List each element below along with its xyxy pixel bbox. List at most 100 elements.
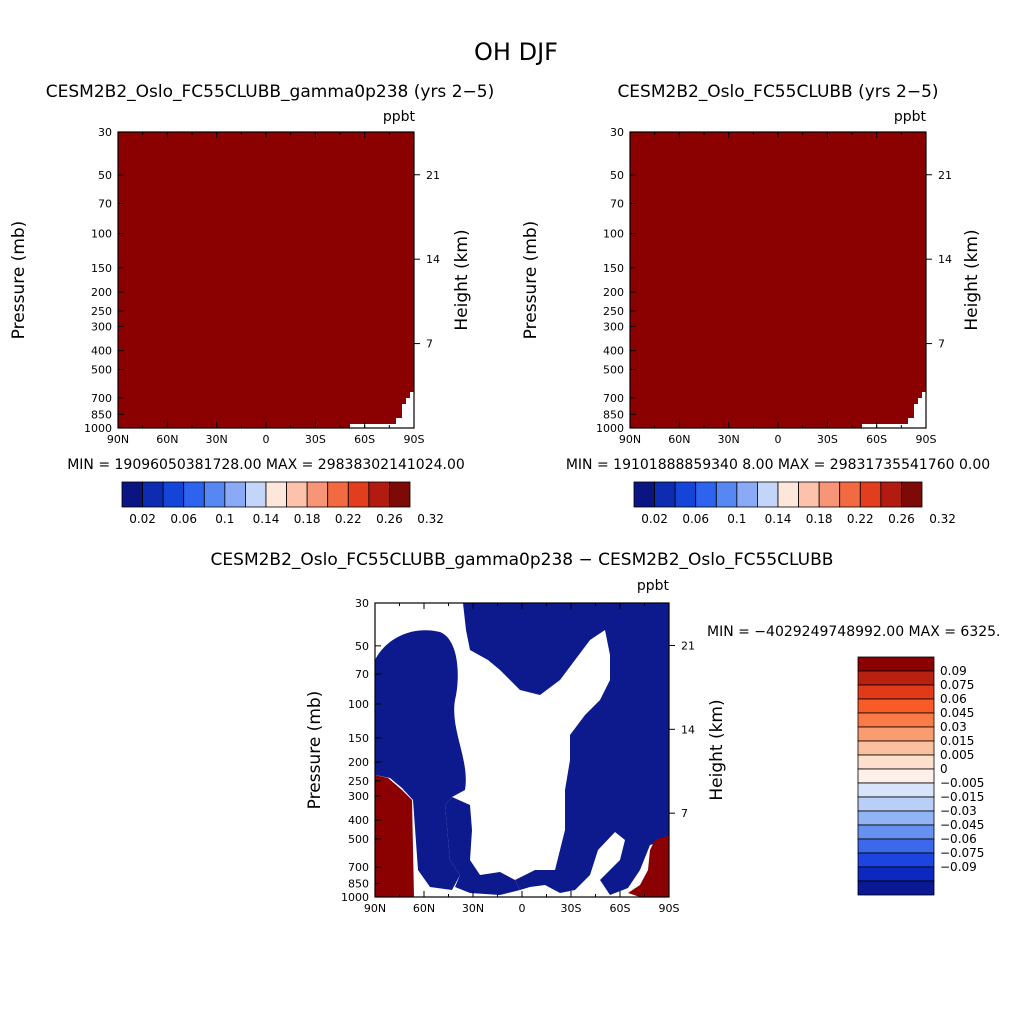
colorbar-swatch (880, 481, 902, 508)
colorbar-diff-swatch (857, 824, 935, 840)
colorbar-swatch (203, 481, 226, 508)
panel-2-ylabel-right: Height (km) (962, 229, 982, 330)
colorbar-diff-swatch (857, 726, 935, 742)
panel-3-ylabel: Pressure (mb) (305, 691, 325, 810)
panel-3-title: CESM2B2_Oslo_FC55CLUBB_gamma0p238 − CESM… (211, 550, 834, 570)
colorbar-difference: 0.090.0750.060.0450.030.0150.0050−0.005−… (857, 656, 984, 896)
colorbar-label: 0.22 (335, 512, 362, 526)
colorbar-diff-label: −0.06 (940, 832, 977, 846)
colorbar-label: 0.26 (376, 512, 403, 526)
colorbar-diff-label: 0 (940, 762, 948, 776)
x-tick-label: 60S (354, 433, 375, 446)
colorbar-diff-swatch (857, 684, 935, 700)
y-tick-label: 1000 (341, 891, 369, 904)
y-tick-label: 850 (348, 877, 369, 890)
y-tick-label: 70 (610, 198, 624, 211)
figure-title: OH DJF (474, 38, 558, 66)
panel-3-negative-left (375, 630, 466, 890)
x-tick-label: 60N (413, 902, 435, 915)
y-right-tick-label: 7 (681, 807, 688, 820)
colorbar-label: 0.1 (215, 512, 234, 526)
colorbar-diff-swatch (857, 810, 935, 826)
y-tick-label: 700 (348, 861, 369, 874)
y-tick-label: 200 (603, 286, 624, 299)
colorbar-diff-swatch (857, 670, 935, 686)
colorbar-diff-label: −0.09 (940, 860, 977, 874)
y-tick-label: 100 (348, 698, 369, 711)
y-tick-label: 50 (610, 169, 624, 182)
colorbar-swatch (121, 481, 143, 508)
panel-1-bottom-right-gap (350, 392, 414, 428)
colorbar-swatch (715, 481, 738, 508)
colorbar-diff-label: 0.075 (940, 678, 974, 692)
x-tick-label: 90S (659, 902, 680, 915)
panel-3-ylabel-right: Height (km) (707, 699, 727, 800)
y-tick-label: 70 (98, 198, 112, 211)
panel-2-ylabel: Pressure (mb) (521, 221, 541, 340)
y-tick-label: 30 (98, 126, 112, 139)
colorbar-diff-label: −0.005 (940, 776, 984, 790)
colorbar-swatch (859, 481, 882, 508)
panel-2-stats: MIN = 19101888859340 8.00 MAX = 29831735… (566, 457, 990, 473)
colorbar-swatch (757, 481, 779, 508)
y-tick-label: 250 (603, 305, 624, 318)
panel-2-units: ppbt (894, 109, 927, 125)
colorbar-label: 0.1 (727, 512, 746, 526)
y-tick-label: 150 (348, 732, 369, 745)
y-tick-label: 850 (91, 408, 112, 421)
colorbar-diff-swatch (857, 796, 935, 812)
colorbar-diff-swatch (857, 754, 935, 770)
colorbar-label: 0.02 (641, 512, 668, 526)
colorbar-swatch (245, 481, 267, 508)
colorbar-label: 0.18 (294, 512, 321, 526)
colorbar-diff-label: 0.015 (940, 734, 974, 748)
y-tick-label: 200 (91, 286, 112, 299)
colorbar-diff-label: 0.005 (940, 748, 974, 762)
y-tick-label: 400 (91, 345, 112, 358)
y-right-tick-label: 14 (426, 253, 440, 266)
colorbar-label: 0.02 (129, 512, 156, 526)
y-tick-label: 400 (348, 814, 369, 827)
y-right-tick-label: 7 (938, 338, 945, 351)
y-tick-label: 850 (603, 408, 624, 421)
colorbar-diff-label: −0.075 (940, 846, 984, 860)
y-tick-label: 700 (91, 392, 112, 405)
panel-1-stats: MIN = 19096050381728.00 MAX = 2983830214… (67, 457, 465, 473)
x-tick-label: 0 (775, 433, 782, 446)
colorbar-label: 0.26 (888, 512, 915, 526)
x-tick-label: 30S (561, 902, 582, 915)
colorbar-diff-swatch (857, 880, 935, 896)
panel-1-y-right-axis: 21 14 7 (414, 169, 440, 351)
y-tick-label: 50 (98, 169, 112, 182)
y-tick-label: 1000 (84, 422, 112, 435)
y-tick-label: 300 (348, 790, 369, 803)
colorbar-swatch (142, 481, 164, 508)
panel-1-units: ppbt (383, 109, 416, 125)
colorbar-diff-label: 0.03 (940, 720, 967, 734)
panel-2: CESM2B2_Oslo_FC55CLUBB (yrs 2−5) ppbt 90… (521, 82, 990, 473)
x-tick-label: 60S (610, 902, 631, 915)
colorbar-panel-1: 0.02 0.06 0.1 0.14 0.18 0.22 0.26 0.32 (121, 481, 444, 526)
panel-1: CESM2B2_Oslo_FC55CLUBB_gamma0p238 (yrs 2… (9, 82, 494, 473)
panel-3-y-right-axis: 21 14 7 (669, 639, 695, 820)
x-tick-label: 90S (404, 433, 425, 446)
x-tick-label: 90N (619, 433, 641, 446)
y-tick-label: 150 (603, 262, 624, 275)
colorbar-diff-swatch (857, 740, 935, 756)
colorbar-swatch (347, 481, 370, 508)
colorbar-swatch (306, 481, 329, 508)
colorbar-swatch (224, 481, 246, 508)
y-tick-label: 400 (603, 345, 624, 358)
colorbar-label: 0.14 (253, 512, 280, 526)
x-tick-label: 30N (718, 433, 740, 446)
colorbar-diff-swatch (857, 768, 935, 784)
panel-3-units: ppbt (637, 578, 670, 594)
y-tick-label: 50 (355, 640, 369, 653)
y-tick-label: 1000 (596, 422, 624, 435)
x-tick-label: 30S (305, 433, 326, 446)
colorbar-diff-swatch (857, 698, 935, 714)
x-tick-label: 60N (156, 433, 178, 446)
y-tick-label: 100 (603, 228, 624, 241)
panel-2-title: CESM2B2_Oslo_FC55CLUBB (yrs 2−5) (617, 82, 938, 102)
